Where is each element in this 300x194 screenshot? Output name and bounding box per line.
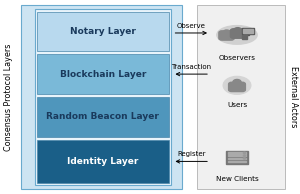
Circle shape <box>234 28 242 33</box>
FancyBboxPatch shape <box>228 158 246 159</box>
Text: Random Beacon Layer: Random Beacon Layer <box>46 112 159 121</box>
FancyBboxPatch shape <box>37 12 169 51</box>
Text: Register: Register <box>177 151 206 157</box>
Text: New Clients: New Clients <box>216 176 258 182</box>
FancyBboxPatch shape <box>242 28 254 34</box>
FancyBboxPatch shape <box>37 54 169 94</box>
Circle shape <box>233 80 241 85</box>
Circle shape <box>223 76 251 94</box>
Text: Blockchain Layer: Blockchain Layer <box>60 70 146 79</box>
FancyBboxPatch shape <box>34 9 171 185</box>
Text: Users: Users <box>227 102 247 108</box>
FancyBboxPatch shape <box>242 35 247 39</box>
Text: Notary Layer: Notary Layer <box>70 27 136 36</box>
Text: External Actors: External Actors <box>289 66 298 128</box>
Ellipse shape <box>217 26 257 44</box>
FancyBboxPatch shape <box>243 29 253 33</box>
Text: Observers: Observers <box>218 55 256 61</box>
Circle shape <box>223 30 230 34</box>
Circle shape <box>243 152 246 154</box>
Text: Identity Layer: Identity Layer <box>67 157 138 166</box>
FancyBboxPatch shape <box>228 152 246 154</box>
FancyBboxPatch shape <box>229 82 245 92</box>
Text: Consensus Protocol Layers: Consensus Protocol Layers <box>4 43 14 151</box>
FancyBboxPatch shape <box>196 5 285 189</box>
FancyBboxPatch shape <box>247 34 249 35</box>
Text: Transaction: Transaction <box>171 64 211 70</box>
Text: Observe: Observe <box>177 23 206 29</box>
FancyBboxPatch shape <box>219 31 234 40</box>
FancyBboxPatch shape <box>37 97 169 137</box>
FancyBboxPatch shape <box>228 161 246 162</box>
FancyBboxPatch shape <box>21 5 181 189</box>
FancyBboxPatch shape <box>230 29 245 38</box>
FancyBboxPatch shape <box>228 155 246 156</box>
FancyBboxPatch shape <box>37 140 169 183</box>
Circle shape <box>243 155 246 156</box>
FancyBboxPatch shape <box>226 151 248 164</box>
Circle shape <box>243 158 246 159</box>
